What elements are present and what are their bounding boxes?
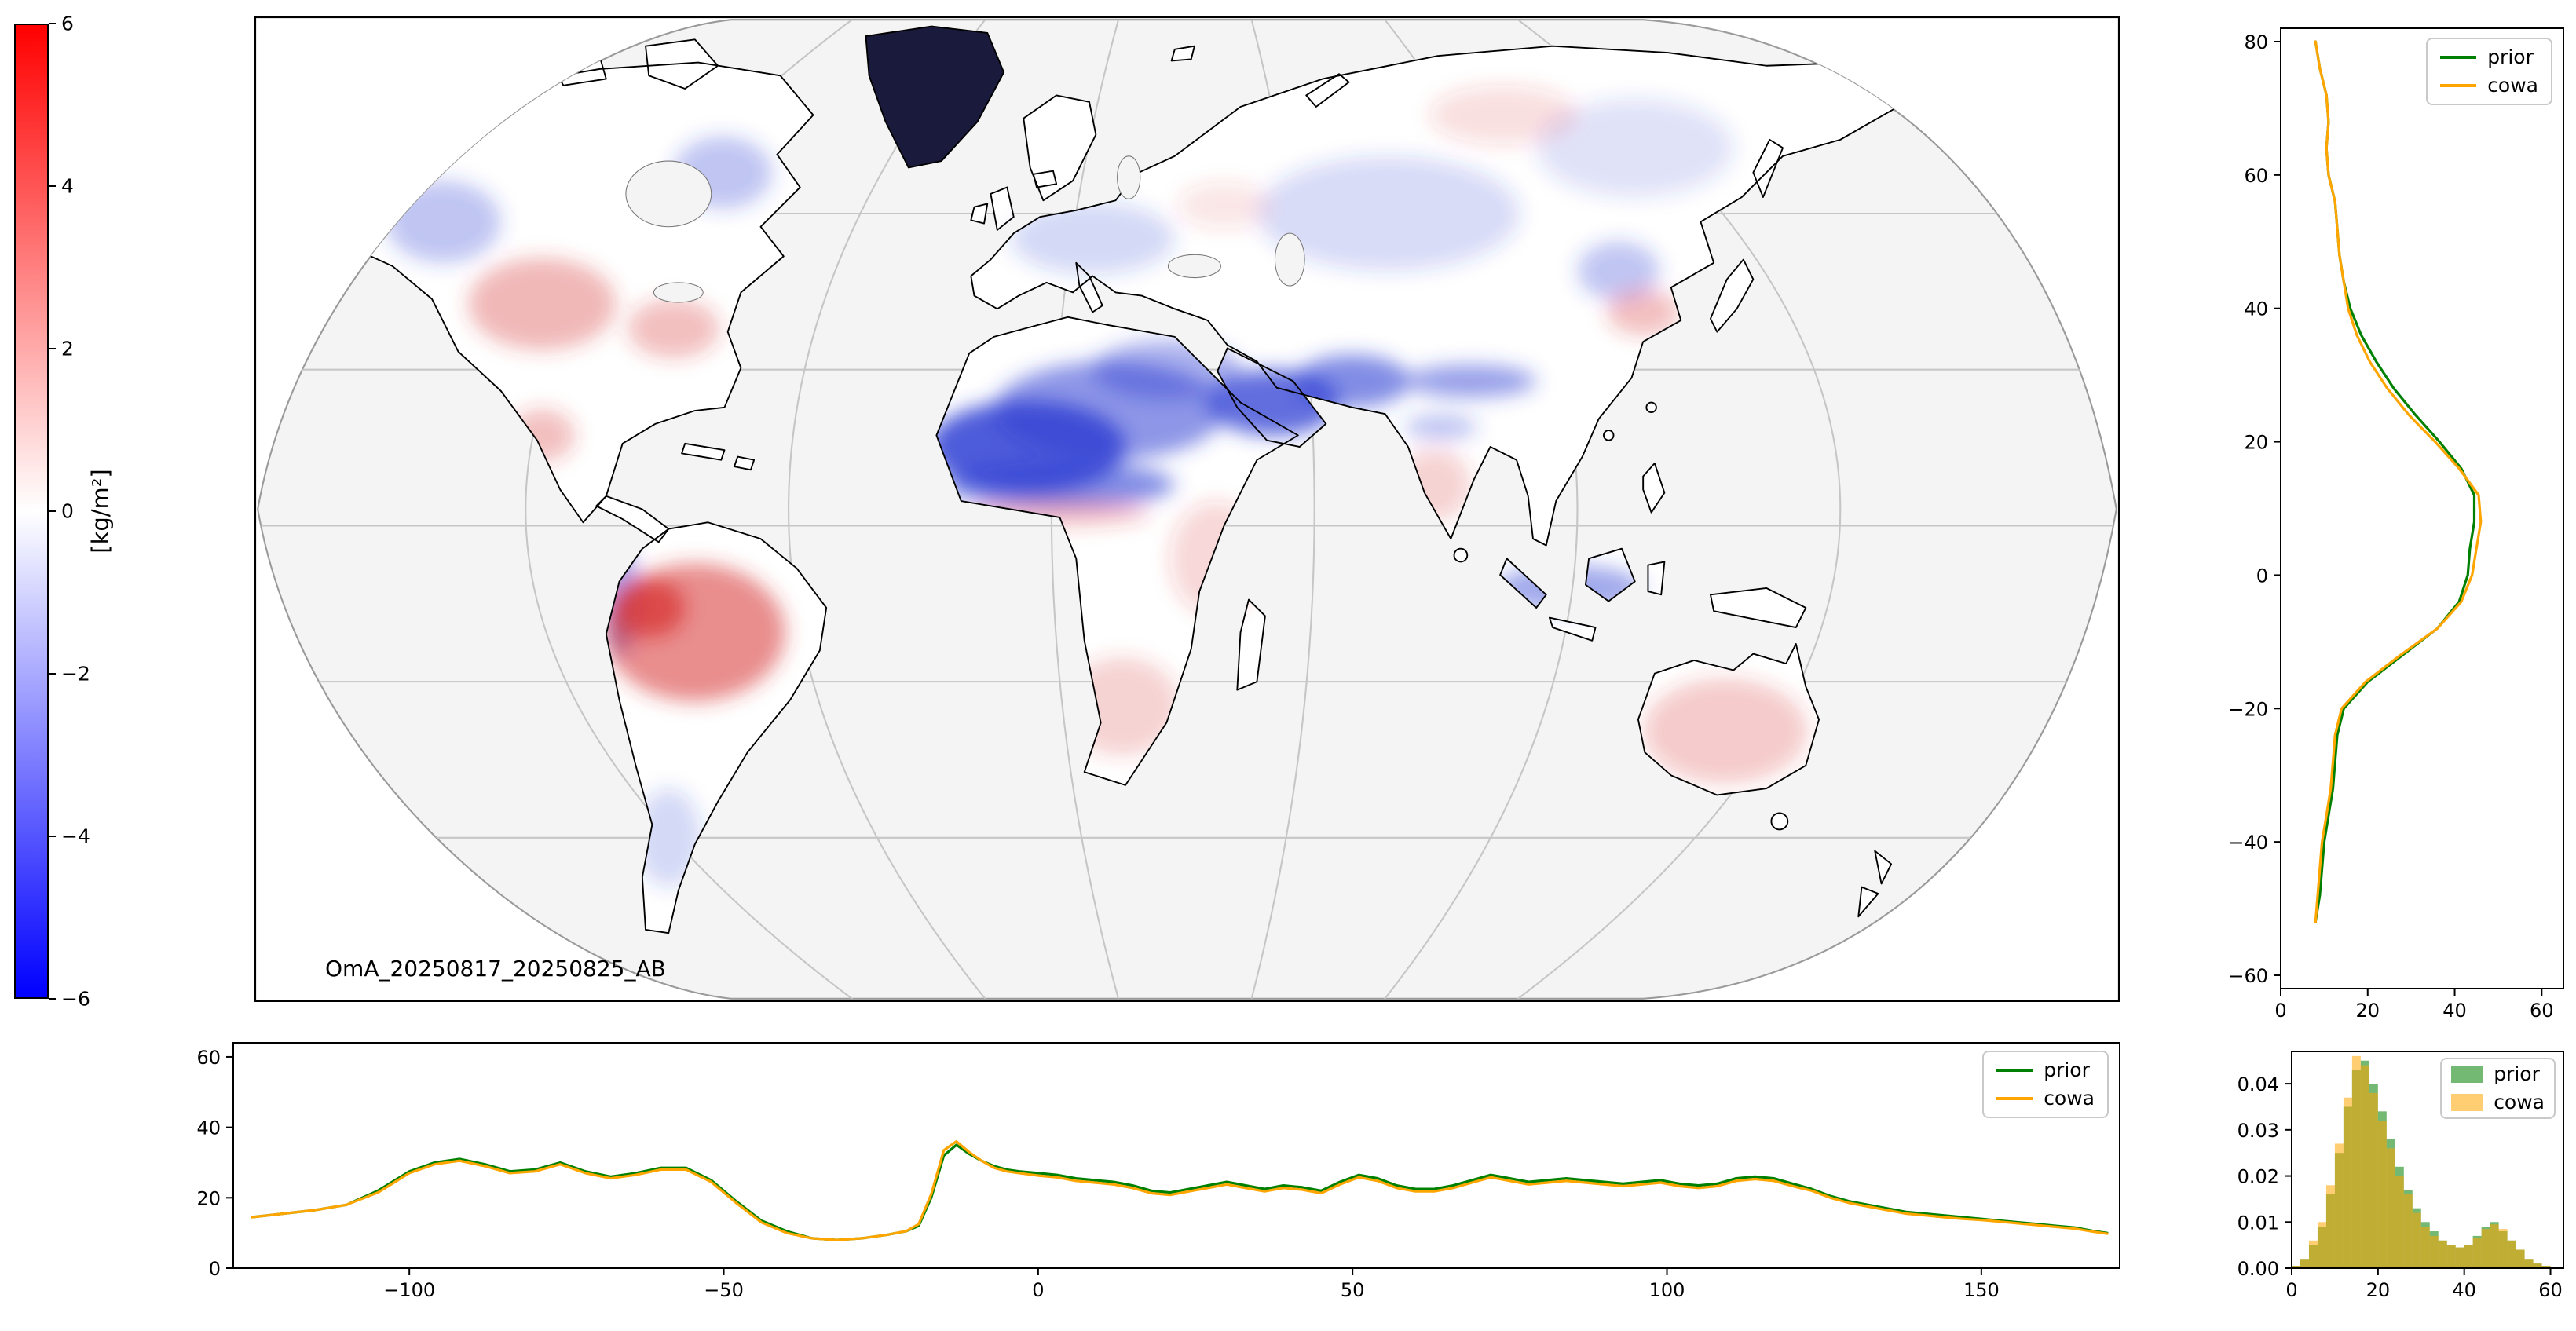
colorbar-tick-label: 4 xyxy=(61,174,74,198)
colorbar-gradient xyxy=(14,24,49,999)
svg-text:0.04: 0.04 xyxy=(2238,1073,2279,1095)
legend-item-cowa: cowa xyxy=(1996,1087,2095,1110)
colorbar-tick xyxy=(49,836,56,837)
legend-item-prior: prior xyxy=(1996,1059,2095,1082)
legend-item-prior: prior xyxy=(2440,46,2538,69)
svg-text:150: 150 xyxy=(1963,1279,2000,1301)
world-map-svg xyxy=(254,16,2120,1002)
cowa-patch-swatch xyxy=(2451,1094,2483,1111)
svg-text:0: 0 xyxy=(2285,1279,2297,1301)
histogram-panel: 0 20 40 60 0.00 0.01 0.02 0.03 0.04 prior cowa xyxy=(2238,1051,2564,1301)
zonal-legend: prior cowa xyxy=(2426,38,2552,105)
prior-line-swatch xyxy=(2440,56,2477,59)
colorbar-tick-label: 0 xyxy=(61,499,74,523)
legend-label-cowa: cowa xyxy=(2487,74,2538,97)
colorbar-tick xyxy=(49,23,56,24)
svg-text:0.01: 0.01 xyxy=(2238,1212,2279,1234)
world-map-panel: OmA_20250817_20250825_AB xyxy=(254,16,2120,1002)
svg-text:40: 40 xyxy=(2452,1279,2476,1301)
svg-text:20: 20 xyxy=(2366,1279,2391,1301)
map-annotation: OmA_20250817_20250825_AB xyxy=(325,956,666,982)
svg-text:40: 40 xyxy=(2244,298,2268,320)
map-frame xyxy=(254,16,2120,1002)
colorbar-tick-label: −6 xyxy=(61,987,90,1011)
legend-label-cowa: cowa xyxy=(2494,1091,2545,1113)
cowa-line-swatch xyxy=(1996,1097,2033,1100)
svg-text:60: 60 xyxy=(2244,165,2268,187)
svg-text:20: 20 xyxy=(2355,1000,2380,1022)
svg-text:40: 40 xyxy=(196,1117,221,1139)
colorbar-tick-label: 6 xyxy=(61,12,74,35)
svg-text:0.03: 0.03 xyxy=(2238,1120,2279,1142)
svg-text:50: 50 xyxy=(1341,1279,1365,1301)
histogram-legend: prior cowa xyxy=(2440,1058,2556,1119)
colorbar-tick xyxy=(49,348,56,349)
svg-text:−50: −50 xyxy=(704,1279,744,1301)
svg-text:0: 0 xyxy=(209,1258,221,1280)
svg-text:0: 0 xyxy=(2274,1000,2286,1022)
legend-item-cowa: cowa xyxy=(2451,1091,2545,1114)
svg-text:100: 100 xyxy=(1649,1279,1685,1301)
legend-label-prior: prior xyxy=(2044,1059,2090,1081)
svg-text:60: 60 xyxy=(2530,1000,2554,1022)
colorbar-tick xyxy=(49,998,56,1000)
svg-text:0: 0 xyxy=(1032,1279,1044,1301)
colorbar-tick-label: 2 xyxy=(61,337,74,360)
svg-text:−20: −20 xyxy=(2228,698,2268,720)
legend-label-cowa: cowa xyxy=(2044,1087,2095,1110)
svg-text:80: 80 xyxy=(2244,31,2268,53)
colorbar-tick xyxy=(49,185,56,187)
svg-text:20: 20 xyxy=(2244,432,2268,454)
svg-text:40: 40 xyxy=(2442,1000,2467,1022)
svg-text:60: 60 xyxy=(2538,1279,2563,1301)
anomaly-layer xyxy=(331,85,1808,887)
svg-text:0: 0 xyxy=(2256,565,2268,587)
colorbar-unit-label: [kg/m²] xyxy=(87,469,114,554)
colorbar-ticks: 6 4 2 0 −2 −4 −6 xyxy=(49,13,104,1011)
legend-label-prior: prior xyxy=(2487,46,2534,68)
legend-item-prior: prior xyxy=(2451,1062,2545,1086)
svg-text:−60: −60 xyxy=(2228,965,2268,987)
colorbar-tick-label: −4 xyxy=(61,825,90,848)
svg-text:−100: −100 xyxy=(383,1279,435,1301)
meridional-profile-panel: −100 −50 0 50 100 150 0 20 40 60 prior cowa xyxy=(196,1042,2120,1301)
svg-text:0.02: 0.02 xyxy=(2238,1166,2279,1188)
svg-text:0.00: 0.00 xyxy=(2238,1258,2279,1280)
colorbar-tick xyxy=(49,673,56,675)
inland-seas xyxy=(625,155,1305,303)
colorbar-tick xyxy=(49,510,56,512)
meridional-legend: prior cowa xyxy=(1982,1051,2109,1118)
svg-text:−40: −40 xyxy=(2228,832,2268,854)
prior-patch-swatch xyxy=(2451,1066,2483,1083)
svg-text:60: 60 xyxy=(196,1047,221,1069)
zonal-profile-panel: 0 20 40 60 80 60 40 20 0 −20 −40 −60 prior cowa xyxy=(2228,27,2564,1022)
legend-item-cowa: cowa xyxy=(2440,74,2538,97)
colorbar-tick-label: −2 xyxy=(61,662,90,686)
cowa-line-swatch xyxy=(2440,84,2477,87)
svg-text:20: 20 xyxy=(196,1187,221,1209)
legend-label-prior: prior xyxy=(2494,1062,2540,1085)
prior-line-swatch xyxy=(1996,1069,2033,1072)
